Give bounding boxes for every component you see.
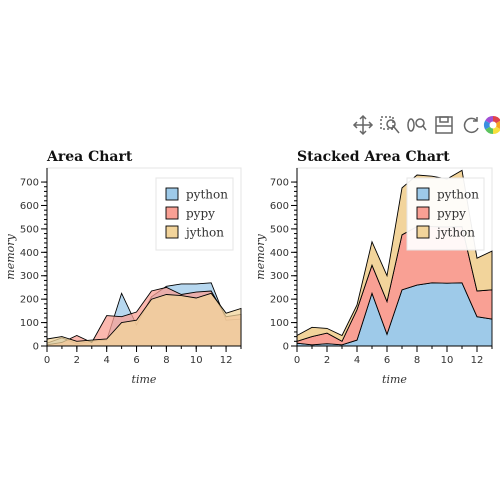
x-axis-label: time [132,373,157,386]
legend-swatch-jython [165,225,179,239]
x-tick-label: 12 [220,355,233,366]
y-tick-label: 700 [20,178,39,189]
y-axis-label: memory [254,233,267,279]
chart-title: Stacked Area Chart [297,149,450,165]
x-tick-label: 8 [163,355,169,366]
y-tick-label: 0 [283,342,289,353]
chart-0: Area Chart 0 2 4 6 8 10 12 0 100 200 300 400 500 600 70… [4,149,242,386]
x-axis-label: time [382,373,407,386]
legend: python pypy jython [406,177,485,251]
box-zoom-icon[interactable] [379,114,401,136]
y-tick-label: 700 [270,178,289,189]
legend-label-python: python [186,188,228,202]
x-tick-label: 0 [44,355,50,366]
y-tick-label: 100 [270,318,289,329]
legend: python pypy jython [155,177,234,251]
x-tick-label: 4 [354,355,360,366]
legend-swatch-pypy [165,206,179,220]
save-icon[interactable] [433,114,455,136]
y-tick-label: 600 [270,201,289,212]
x-tick-label: 6 [133,355,139,366]
legend-swatch-jython [416,225,430,239]
legend-label-pypy: pypy [437,207,466,221]
x-tick-label: 2 [324,355,330,366]
legend-label-jython: jython [435,226,475,240]
y-tick-label: 0 [33,342,39,353]
wheel-zoom-icon[interactable] [406,114,428,136]
x-tick-label: 6 [384,355,390,366]
y-tick-label: 200 [20,295,39,306]
legend-label-jython: jython [184,226,224,240]
legend-swatch-pypy [416,206,430,220]
chart-1: Stacked Area Chart 0 2 4 6 8 10 12 0 100 200 300 400… [254,149,493,386]
x-tick-label: 4 [104,355,110,366]
x-tick-label: 8 [414,355,420,366]
y-tick-label: 200 [270,295,289,306]
x-tick-label: 0 [294,355,300,366]
reset-icon[interactable] [460,114,482,136]
y-tick-label: 100 [20,318,39,329]
y-tick-label: 600 [20,201,39,212]
y-tick-label: 300 [20,271,39,282]
x-tick-label: 10 [190,355,203,366]
x-tick-label: 2 [74,355,80,366]
chart-title: Area Chart [46,149,133,165]
pan-icon[interactable] [352,114,374,136]
legend-label-python: python [437,188,479,202]
legend-swatch-python [416,187,430,201]
plot-toolbar [350,110,500,140]
x-tick-label: 12 [471,355,484,366]
y-tick-label: 400 [270,248,289,259]
y-tick-label: 500 [20,224,39,235]
legend-label-pypy: pypy [186,207,215,221]
y-axis-label: memory [4,233,17,279]
x-tick-label: 10 [441,355,454,366]
y-tick-label: 400 [20,248,39,259]
y-tick-label: 500 [270,224,289,235]
y-tick-label: 300 [270,271,289,282]
legend-swatch-python [165,187,179,201]
bokeh-logo-icon[interactable] [482,114,500,136]
